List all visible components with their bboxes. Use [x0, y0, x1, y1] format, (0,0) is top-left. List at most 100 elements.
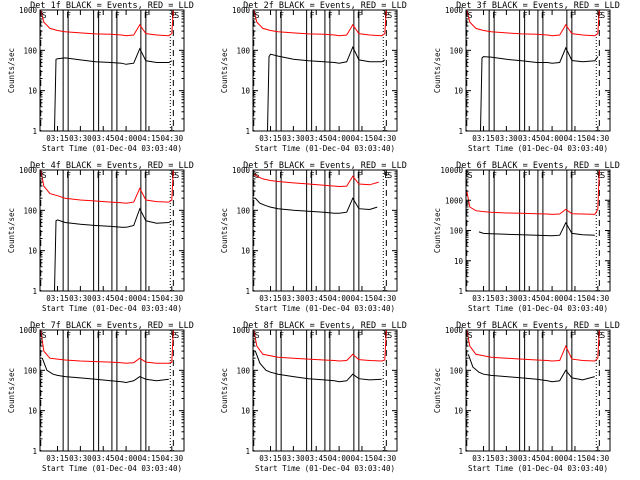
x-axis-label: Start Time (01-Dec-04 03:03:40) [255, 144, 395, 153]
y-tick-label: 10 [241, 247, 251, 256]
marker-label: S [174, 11, 179, 20]
x-tick-label: 04:30 [374, 134, 397, 143]
x-tick-label: 03:45 [518, 134, 541, 143]
marker-label: S [255, 171, 260, 180]
x-tick-label: 03:45 [305, 454, 328, 463]
y-tick-label: 1 [458, 447, 463, 456]
y-tick-label: 10 [454, 257, 464, 266]
plot-frame [39, 169, 185, 292]
x-tick-label: 03:15 [46, 134, 69, 143]
marker-label: F [541, 11, 546, 20]
marker-label: F [357, 171, 362, 180]
series-line-events [254, 197, 378, 214]
y-tick-label: 10 [28, 87, 38, 96]
y-tick-label: 100 [449, 46, 463, 55]
marker-label: S [600, 331, 605, 340]
y-axis-label: Counts/sec [220, 208, 229, 253]
x-tick-label: 03:15 [259, 294, 282, 303]
x-axis-label: Start Time (01-Dec-04 03:03:40) [468, 144, 608, 153]
y-tick-label: 10 [454, 407, 464, 416]
y-tick-label: 1000 [445, 6, 464, 15]
marker-label: E [597, 331, 602, 340]
x-tick-label: 04:15 [564, 454, 587, 463]
series-line-events [478, 221, 595, 237]
marker-label: S [468, 11, 473, 20]
marker-label: F [279, 331, 284, 340]
marker-label: F [115, 331, 120, 340]
x-tick-label: 03:45 [518, 294, 541, 303]
series-line-events [480, 46, 599, 132]
marker-label: S [600, 171, 605, 180]
y-tick-label: 10 [454, 87, 464, 96]
series-line-events [467, 354, 595, 383]
series-line-lld [466, 169, 600, 215]
series-line-events [54, 47, 173, 132]
y-tick-label: 10 [28, 247, 38, 256]
series-line-lld [466, 329, 600, 362]
x-tick-label: 03:30 [495, 134, 518, 143]
marker-label: F [279, 171, 284, 180]
y-tick-label: 1 [458, 287, 463, 296]
marker-label: F [144, 331, 149, 340]
series-line-events [54, 207, 173, 292]
y-axis-label: Counts/sec [220, 48, 229, 93]
marker-label: E [597, 171, 602, 180]
marker-label: E [384, 331, 389, 340]
x-tick-label: 04:30 [587, 454, 610, 463]
x-tick-label: 04:00 [328, 134, 351, 143]
marker-label: F [328, 331, 333, 340]
chart-title: Det 9f BLACK = Events, RED = LLD [456, 321, 620, 331]
x-tick-label: 04:00 [541, 134, 564, 143]
y-tick-label: 10 [28, 407, 38, 416]
x-tick-label: 03:15 [46, 294, 69, 303]
marker-label: E [171, 11, 176, 20]
marker-label: F [97, 11, 102, 20]
marker-label: S [387, 11, 392, 20]
x-tick-label: 03:45 [518, 454, 541, 463]
series-line-lld [40, 9, 174, 37]
y-tick-label: 1000 [19, 166, 38, 175]
x-tick-label: 03:45 [305, 134, 328, 143]
x-tick-label: 04:15 [351, 134, 374, 143]
marker-label: F [523, 171, 528, 180]
x-tick-label: 04:15 [564, 134, 587, 143]
plot-frame [465, 9, 611, 132]
y-tick-label: 1000 [19, 6, 38, 15]
y-tick-label: 1 [32, 127, 37, 136]
x-tick-label: 04:30 [161, 454, 184, 463]
marker-label: F [492, 11, 497, 20]
marker-label: E [597, 11, 602, 20]
marker-label: S [42, 171, 47, 180]
marker-label: F [115, 171, 120, 180]
y-axis-label: Counts/sec [433, 208, 442, 253]
marker-label: S [468, 331, 473, 340]
x-tick-label: 03:30 [69, 294, 92, 303]
x-tick-label: 03:30 [495, 454, 518, 463]
x-tick-label: 03:30 [69, 454, 92, 463]
y-axis-label: Counts/sec [220, 368, 229, 413]
marker-label: S [600, 11, 605, 20]
y-tick-label: 100 [236, 206, 250, 215]
marker-label: S [174, 171, 179, 180]
x-tick-label: 03:15 [259, 454, 282, 463]
y-tick-label: 1 [245, 287, 250, 296]
chart-title: Det 3f BLACK = Events, RED = LLD [456, 1, 620, 11]
x-tick-label: 04:00 [541, 454, 564, 463]
y-tick-label: 1 [32, 447, 37, 456]
marker-label: S [387, 331, 392, 340]
marker-label: F [144, 171, 149, 180]
y-tick-label: 1 [245, 447, 250, 456]
y-tick-label: 100 [449, 227, 463, 236]
x-tick-label: 04:30 [374, 454, 397, 463]
marker-label: S [255, 11, 260, 20]
x-tick-label: 04:30 [587, 294, 610, 303]
marker-label: E [384, 11, 389, 20]
marker-label: F [66, 331, 71, 340]
x-tick-label: 04:30 [587, 134, 610, 143]
marker-label: F [523, 331, 528, 340]
x-axis-label: Start Time (01-Dec-04 03:03:40) [468, 304, 608, 313]
